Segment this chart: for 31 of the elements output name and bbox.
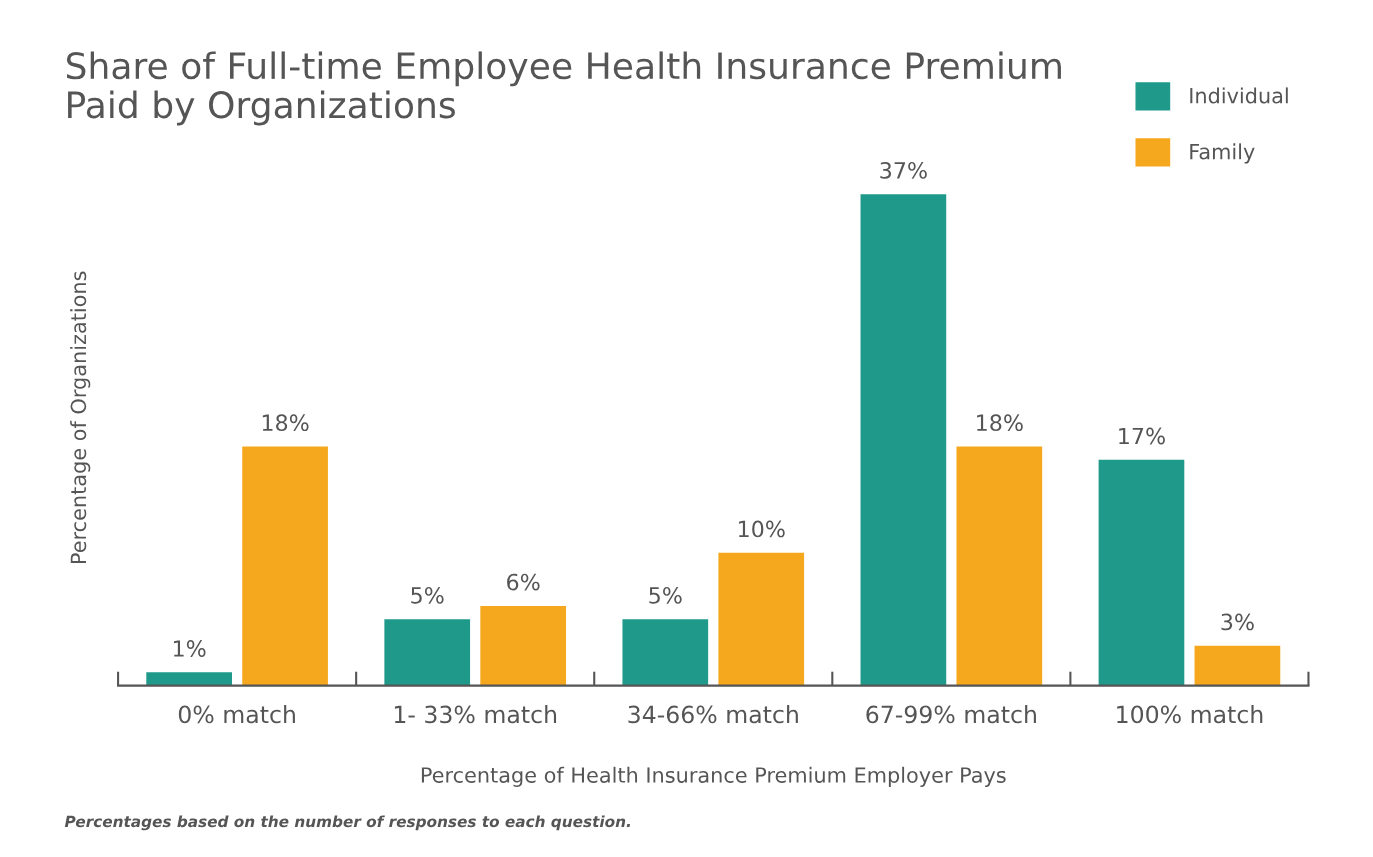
data-label: 1%: [173, 640, 206, 657]
data-label: 5%: [649, 586, 682, 604]
bar: [1194, 645, 1281, 686]
bar: [384, 619, 471, 686]
data-label: 5%: [411, 586, 444, 604]
text: Percentages based on the number of responses to each question.: [64, 815, 630, 831]
legend-label: Individual: [1190, 87, 1288, 104]
x-tick-label: 1- 33% match: [394, 705, 557, 724]
data-label: 18%: [977, 414, 1023, 432]
bar: [860, 194, 947, 686]
data-label: 17%: [1119, 427, 1165, 445]
data-label: 10%: [738, 520, 785, 538]
bar: [622, 619, 709, 686]
bar: [480, 605, 567, 686]
bar: [1098, 459, 1185, 686]
x-tick-label: 34-66% match: [628, 705, 798, 724]
bar: [718, 552, 805, 686]
x-tick-label: 100% match: [1117, 705, 1263, 724]
data-label: 3%: [1221, 613, 1254, 631]
chart-title: Share of Full-time Employee Health Insurance Premium Paid by Organizations: [66, 51, 1061, 126]
bar: [146, 672, 232, 686]
x-axis-title: Percentage of Health Insurance Premium Employer Pays: [421, 766, 1006, 787]
legend-label: Family: [1190, 143, 1255, 164]
y-axis-title: Percentage of Organizations: [70, 271, 91, 564]
data-label: 18%: [262, 414, 309, 432]
data-label: 37%: [880, 161, 927, 179]
bar: [956, 446, 1043, 686]
x-tick-label: 67-99% match: [866, 705, 1036, 724]
bar: [242, 446, 328, 686]
data-label: 6%: [507, 573, 540, 591]
x-tick-label: 0% match: [178, 705, 295, 724]
